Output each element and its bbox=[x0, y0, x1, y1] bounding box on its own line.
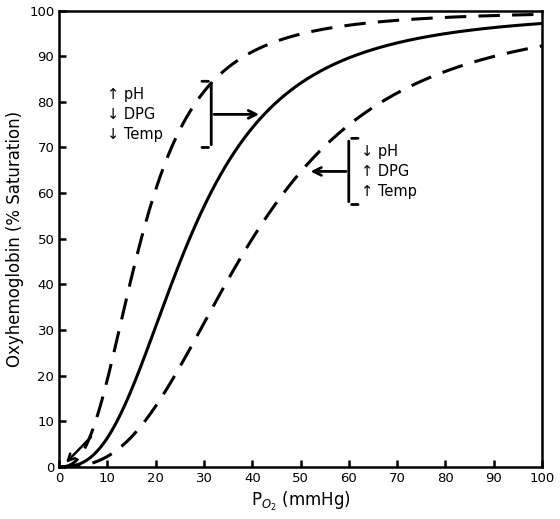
Text: ↑ pH
↓ DPG
↓ Temp: ↑ pH ↓ DPG ↓ Temp bbox=[108, 87, 164, 142]
Y-axis label: Oxyhemoglobin (% Saturation): Oxyhemoglobin (% Saturation) bbox=[6, 111, 24, 367]
X-axis label: P$_{O_2}$ (mmHg): P$_{O_2}$ (mmHg) bbox=[251, 490, 351, 513]
Text: ↓ pH
↑ DPG
↑ Temp: ↓ pH ↑ DPG ↑ Temp bbox=[361, 144, 417, 199]
